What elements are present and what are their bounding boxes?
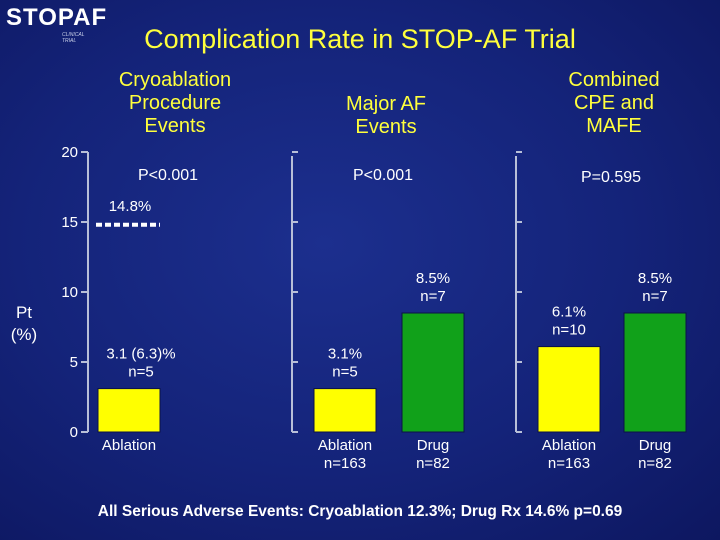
bar bbox=[537, 346, 601, 433]
group-title-line: Events bbox=[144, 115, 206, 137]
pvalue-cryoablation-procedure-events: P<0.001 bbox=[137, 167, 199, 184]
y-tick-label: 0 bbox=[70, 424, 78, 441]
bar-category-label: n=163 bbox=[548, 455, 590, 472]
y-tick-label: 15 bbox=[61, 214, 78, 231]
bar-category-label: n=82 bbox=[638, 455, 672, 472]
logo-brand-text: STOPAF bbox=[6, 4, 108, 31]
group-title-major-af-events: Major AF Events bbox=[306, 93, 466, 139]
group-title-line: Combined bbox=[568, 69, 660, 91]
stop-af-logo: STOPAF CLINICAL TRIAL bbox=[6, 4, 106, 44]
y-tick-label: 5 bbox=[70, 354, 78, 371]
bar-value-label: n=7 bbox=[642, 288, 667, 305]
reference-value-label: 14.8% bbox=[109, 198, 152, 215]
group-title-line: CPE and bbox=[573, 92, 655, 114]
bar-category-label: Ablation bbox=[542, 437, 596, 454]
group-title-line: Cryoablation bbox=[118, 69, 232, 91]
pvalue-major-af-events: P<0.001 bbox=[352, 167, 414, 184]
bar-value-label: 8.5% bbox=[416, 270, 450, 287]
bar-category-label: n=82 bbox=[416, 455, 450, 472]
bar-value-label: n=7 bbox=[420, 288, 445, 305]
group-title-cryoablation-procedure-events: Cryoablation Procedure Events bbox=[95, 69, 255, 138]
bar-value-label: 3.1% bbox=[328, 346, 362, 363]
bar bbox=[97, 388, 161, 433]
pvalue-combined-cpe-mafe: P=0.595 bbox=[580, 169, 642, 186]
y-tick-label: 10 bbox=[61, 284, 78, 301]
bar-value-label: 6.1% bbox=[552, 304, 586, 321]
bar-value-label: n=10 bbox=[552, 322, 586, 339]
slide-title: Complication Rate in STOP-AF Trial bbox=[144, 24, 576, 54]
group-title-line: Procedure bbox=[128, 92, 222, 114]
group-title-line: MAFE bbox=[586, 115, 642, 137]
bar-category-label: Ablation bbox=[318, 437, 372, 454]
bar-category-label: Drug bbox=[417, 437, 450, 454]
group-title-line: Major AF bbox=[345, 93, 427, 115]
bar-value-label: 3.1 (6.3)% bbox=[106, 346, 175, 363]
bar bbox=[313, 388, 377, 433]
bar-category-label: Drug bbox=[639, 437, 672, 454]
footnote-serious-adverse-events: All Serious Adverse Events: Cryoablation… bbox=[97, 503, 623, 520]
bar-category-label: Ablation bbox=[102, 437, 156, 454]
group-title-combined-cpe-mafe: Combined CPE and MAFE bbox=[534, 69, 694, 138]
bar bbox=[623, 312, 687, 433]
y-axis-title-line: Pt bbox=[15, 303, 33, 322]
bar bbox=[401, 312, 465, 433]
group-title-line: Events bbox=[355, 116, 417, 138]
bar-category-label: n=163 bbox=[324, 455, 366, 472]
bar-value-label: n=5 bbox=[128, 364, 153, 381]
y-axis-title: Pt (%) bbox=[6, 302, 42, 346]
bar-value-label: n=5 bbox=[332, 364, 357, 381]
y-axis-title-line: (%) bbox=[10, 325, 38, 344]
bar-value-label: 8.5% bbox=[638, 270, 672, 287]
y-tick-label: 20 bbox=[61, 144, 78, 161]
logo-sub-text: CLINICAL TRIAL bbox=[62, 32, 85, 44]
